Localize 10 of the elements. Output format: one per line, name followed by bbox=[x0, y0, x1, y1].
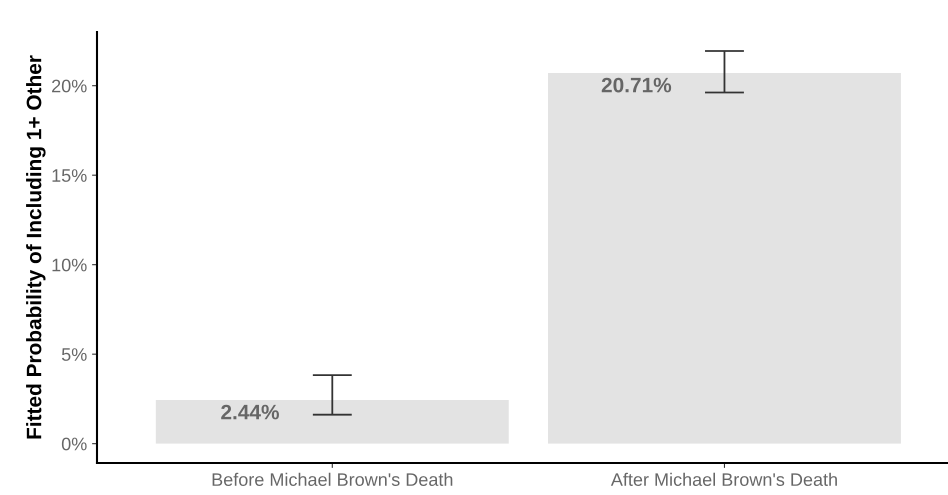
y-tick-label: 0% bbox=[62, 438, 87, 450]
data-label: 20.71% bbox=[602, 78, 672, 92]
x-tick-label: After Michael Brown's Death bbox=[610, 472, 837, 486]
y-tick-label: 10% bbox=[52, 258, 87, 272]
data-label: 2.44% bbox=[221, 404, 279, 420]
y-tick-label: 15% bbox=[52, 169, 87, 182]
x-tick-label: Before Michael Brown's Death bbox=[212, 472, 452, 486]
y-tick-label: 5% bbox=[62, 348, 87, 361]
y-tick-label: 20% bbox=[52, 80, 87, 92]
y-axis-title: Fitted Probability of Including 1+ Other bbox=[26, 55, 46, 439]
